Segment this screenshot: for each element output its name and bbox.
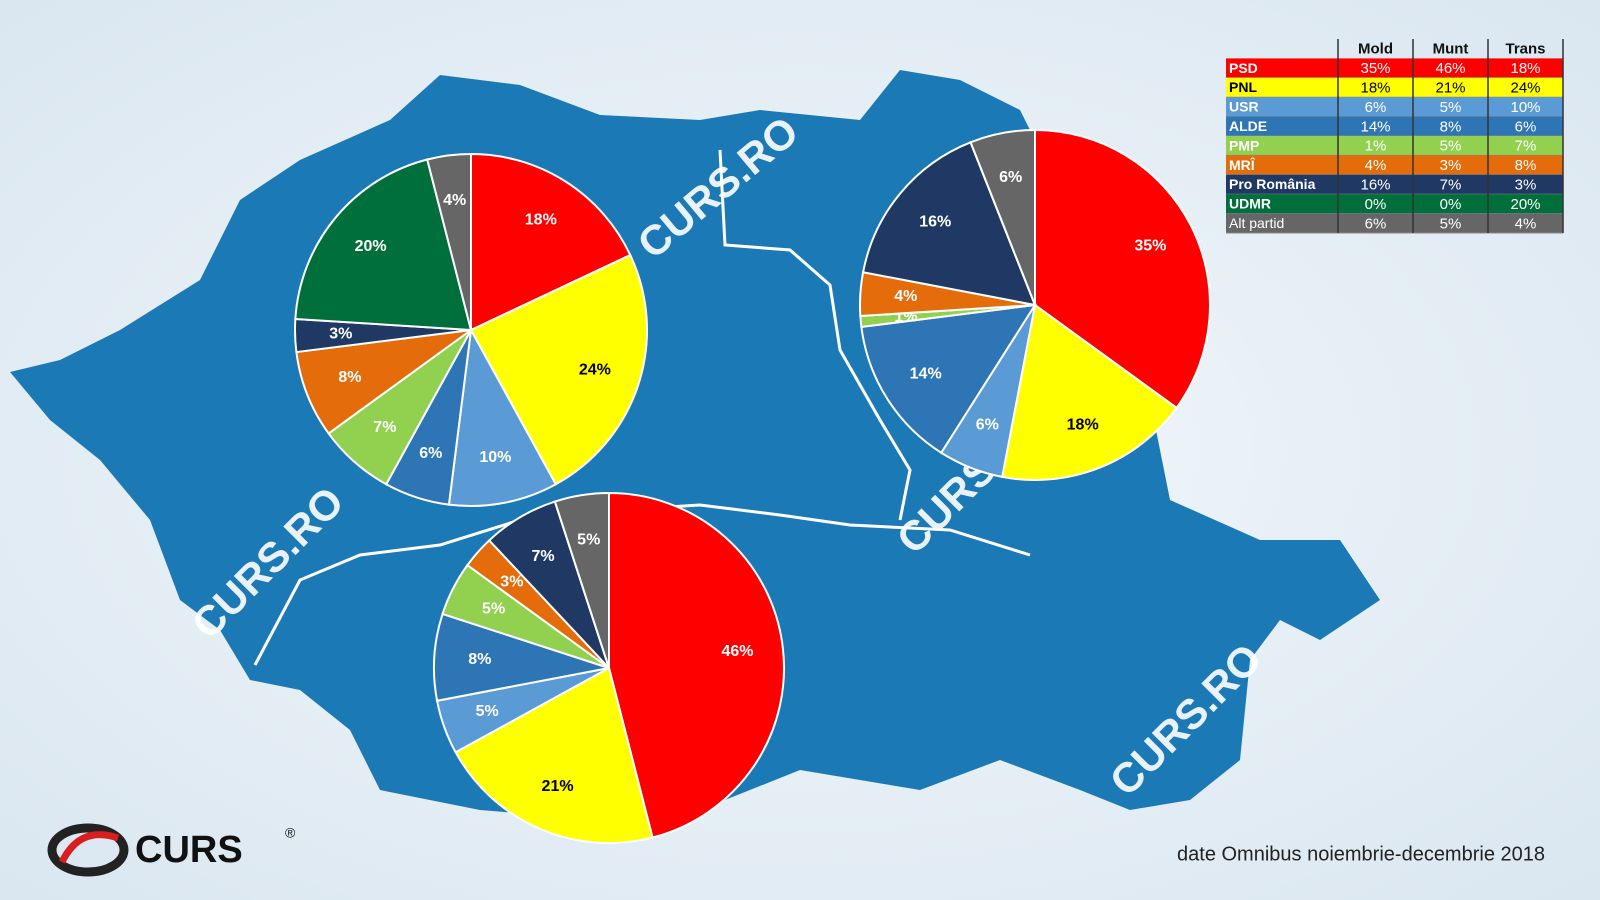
slice-label: 18% (1067, 417, 1099, 434)
table-party: PNL (1229, 79, 1257, 95)
pie-slice (454, 666, 654, 844)
slice-label: 35% (1134, 237, 1166, 254)
table-cell: 6% (1515, 118, 1537, 135)
table-cell: 5% (1440, 138, 1462, 155)
logo-swoosh (58, 831, 120, 864)
pie-slice (860, 303, 1037, 455)
slice-label: 6% (419, 445, 442, 462)
slice-label: 4% (443, 192, 466, 209)
slice-label: 5% (476, 703, 499, 720)
river (718, 149, 912, 521)
table-header: Trans (1505, 41, 1545, 58)
table-cell: 3% (1440, 157, 1462, 174)
table-row (1226, 213, 1563, 233)
table-cell: 16% (1360, 176, 1390, 193)
table-party: PMP (1229, 137, 1259, 153)
pie-slice (553, 491, 610, 669)
slice-label: 16% (919, 214, 951, 231)
slice-label: 3% (500, 574, 523, 591)
table-row (1226, 194, 1563, 214)
table-cell: 5% (1440, 215, 1462, 232)
table-row (1226, 97, 1563, 117)
table-cell: 6% (1365, 215, 1387, 232)
table-header: Munt (1433, 41, 1469, 58)
source-note: date Omnibus noiembrie-decembrie 2018 (1177, 843, 1545, 865)
table-party: USR (1229, 99, 1259, 115)
slice-label: 24% (579, 361, 611, 378)
slice-label: 5% (577, 531, 600, 548)
table-party: Pro România (1229, 176, 1316, 192)
table-cell: 46% (1435, 60, 1465, 77)
slice-label: 6% (976, 417, 999, 434)
slice-label: 4% (894, 288, 917, 305)
table-cell: 21% (1435, 79, 1465, 96)
table-cell: 4% (1365, 157, 1387, 174)
slice-label: 21% (542, 778, 574, 795)
slice-label: 8% (338, 369, 361, 386)
slice-label: 6% (999, 169, 1022, 186)
table-cell: 8% (1515, 157, 1537, 174)
table-cell: 10% (1510, 99, 1540, 116)
table-cell: 35% (1360, 60, 1390, 77)
table-cell: 6% (1365, 99, 1387, 116)
table-cell: 4% (1515, 215, 1537, 232)
slice-label: 5% (482, 600, 505, 617)
table-cell: 0% (1440, 196, 1462, 213)
table-party: ALDE (1229, 118, 1267, 134)
pie-slice (469, 253, 648, 486)
table-row (1226, 155, 1563, 175)
table-cell: 24% (1510, 79, 1540, 96)
table-party: UDMR (1229, 196, 1271, 212)
pie-slice (294, 158, 473, 332)
table-party: PSD (1229, 60, 1258, 76)
table-row (1226, 174, 1563, 195)
pie-slice (608, 491, 785, 839)
pie-slice (1034, 128, 1212, 410)
pie-slice (1001, 303, 1178, 481)
table-cell: 18% (1510, 60, 1540, 77)
table-cell: 8% (1440, 118, 1462, 135)
logo: CURS ® (47, 823, 296, 877)
table-cell: 14% (1360, 118, 1390, 135)
table-cell: 1% (1365, 138, 1387, 155)
table-cell: 7% (1515, 138, 1537, 155)
table-cell: 0% (1365, 196, 1387, 213)
slice-label: 10% (479, 449, 511, 466)
slice-label: 3% (329, 325, 352, 342)
pie-slice (861, 140, 1037, 307)
logo-text: CURS (135, 829, 243, 871)
table-cell: 20% (1510, 196, 1540, 213)
registered-mark: ® (285, 825, 296, 841)
slice-label: 14% (910, 366, 942, 383)
table-row (1226, 136, 1563, 156)
logo-icon (47, 823, 129, 877)
pie-slice (470, 152, 632, 332)
pie-slice (969, 128, 1036, 306)
table-party: MRÎ (1229, 156, 1256, 173)
table-header: Mold (1358, 41, 1393, 58)
slice-label: 7% (532, 548, 555, 565)
pie-slice (447, 326, 558, 507)
pie-slice (426, 152, 472, 331)
table-cell: 18% (1360, 79, 1390, 96)
table-cell: 7% (1440, 176, 1462, 193)
slice-label: 7% (373, 419, 396, 436)
table-row (1226, 77, 1563, 98)
slice-label: 46% (721, 643, 753, 660)
slice-label: 8% (468, 651, 491, 668)
slice-label: 20% (355, 238, 387, 255)
table-cell: 5% (1440, 99, 1462, 116)
table-party: Alt partid (1229, 215, 1284, 231)
table-cell: 3% (1515, 176, 1537, 193)
pie-slice (295, 329, 472, 435)
table-row (1226, 116, 1563, 136)
table-row (1226, 58, 1563, 78)
slice-label: 18% (525, 211, 557, 228)
